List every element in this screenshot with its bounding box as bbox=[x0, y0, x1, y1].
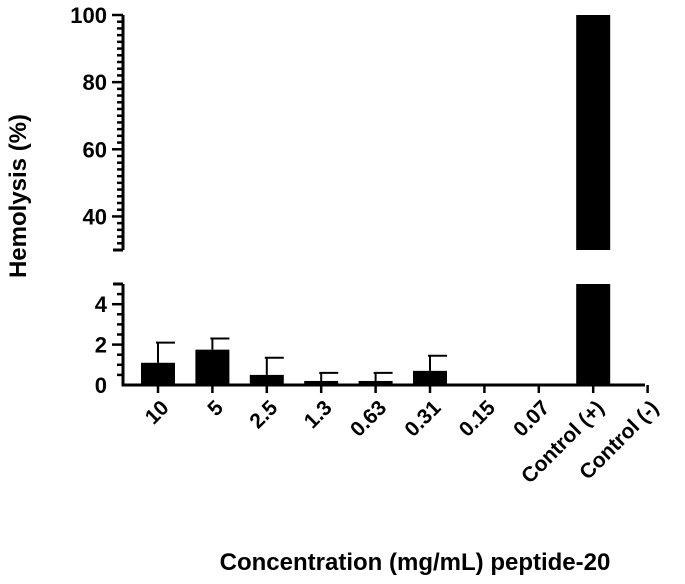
y-tick-label: 4 bbox=[95, 292, 108, 317]
bar bbox=[195, 349, 230, 385]
bar bbox=[576, 284, 611, 385]
x-tick-label: 1.3 bbox=[300, 396, 337, 433]
y-tick-label: 80 bbox=[83, 70, 107, 95]
bar bbox=[304, 380, 339, 385]
x-tick-label: 0.07 bbox=[509, 396, 554, 441]
x-axis-title: Concentration (mg/mL) peptide-20 bbox=[220, 549, 611, 576]
x-tick-label: 0.15 bbox=[455, 396, 500, 441]
bars bbox=[141, 15, 611, 385]
bar bbox=[358, 380, 393, 385]
x-tick-label: 10 bbox=[141, 396, 174, 429]
y-tick-label: 40 bbox=[83, 204, 107, 229]
y-tick-label: 0 bbox=[95, 373, 107, 398]
y-ticks: 40 60 80 100 0 2 4 bbox=[70, 3, 123, 398]
bar bbox=[576, 15, 611, 250]
x-tick-label: 5 bbox=[203, 396, 228, 421]
bar bbox=[413, 370, 447, 385]
bar bbox=[141, 362, 175, 385]
error-bars bbox=[156, 337, 447, 381]
x-tick-label: 0.63 bbox=[346, 396, 391, 441]
x-tick-label: 2.5 bbox=[245, 396, 282, 433]
y-tick-label: 100 bbox=[70, 3, 107, 28]
x-tick-label: 0.31 bbox=[400, 396, 445, 441]
y-tick-label: 2 bbox=[95, 333, 107, 358]
y-axis-title: Hemolysis (%) bbox=[5, 114, 32, 278]
bar bbox=[249, 374, 284, 385]
y-tick-label: 60 bbox=[83, 137, 107, 162]
axes bbox=[113, 15, 645, 387]
